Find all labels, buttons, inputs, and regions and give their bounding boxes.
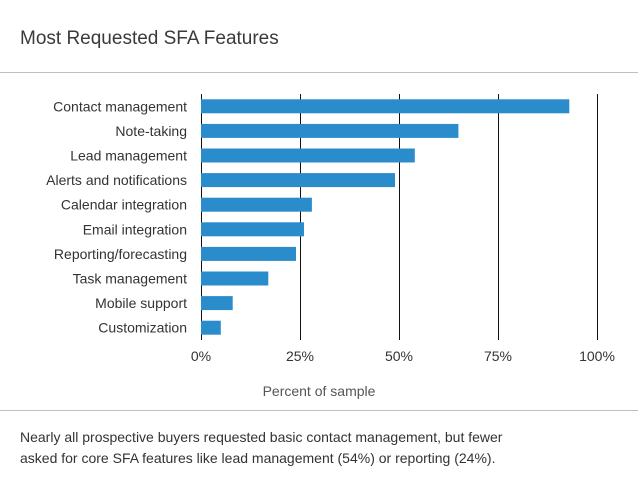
x-tick-label-50: 50% (385, 348, 413, 364)
caption-line-2: asked for core SFA features like lead ma… (20, 450, 496, 466)
bottom-divider (0, 410, 638, 411)
caption-line-1: Nearly all prospective buyers requested … (20, 429, 503, 445)
category-label-mobile-support: Mobile support (95, 295, 187, 311)
category-label-task-management: Task management (73, 271, 188, 287)
category-label-calendar-integration: Calendar integration (61, 197, 187, 213)
bar-customization (201, 320, 221, 335)
bar-reporting-forecasting (201, 246, 296, 261)
bar-mobile-support (201, 296, 233, 311)
bar-note-taking (201, 123, 459, 138)
x-tick-label-25: 25% (286, 348, 314, 364)
chart-caption: Nearly all prospective buyers requested … (20, 427, 620, 469)
bar-calendar-integration (201, 197, 312, 212)
bar-lead-management (201, 148, 415, 163)
x-axis-label: Percent of sample (263, 383, 376, 399)
bar-task-management (201, 271, 269, 286)
category-label-reporting-forecasting: Reporting/forecasting (54, 246, 187, 262)
bar-alerts-and-notifications (201, 173, 395, 188)
category-label-lead-management: Lead management (70, 148, 187, 164)
category-label-alerts-and-notifications: Alerts and notifications (46, 172, 187, 188)
category-label-contact-management: Contact management (53, 98, 187, 114)
x-tick-label-0: 0% (191, 348, 211, 364)
top-divider (0, 72, 638, 73)
category-label-note-taking: Note-taking (115, 123, 187, 139)
chart-title: Most Requested SFA Features (20, 28, 279, 49)
x-tick-label-75: 75% (484, 348, 512, 364)
x-tick-label-100: 100% (579, 348, 615, 364)
bar-chart: Contact management Note-taking Lead manage… (46, 94, 615, 399)
category-label-customization: Customization (98, 320, 187, 336)
category-label-email-integration: Email integration (83, 221, 187, 237)
bar-contact-management (201, 99, 570, 114)
bar-email-integration (201, 222, 304, 237)
